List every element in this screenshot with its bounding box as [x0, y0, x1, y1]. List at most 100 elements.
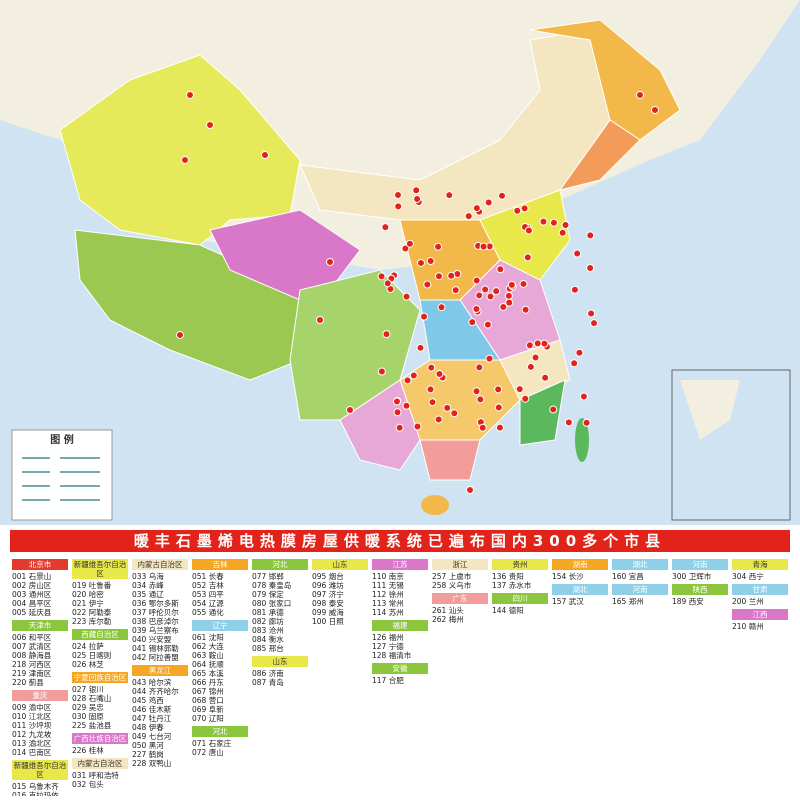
province-header: 安徽 — [372, 663, 428, 674]
province-header: 江苏 — [372, 559, 428, 570]
province-header: 陕西 — [672, 584, 728, 595]
city-item: 111 无锡 — [372, 581, 404, 590]
city-item: 062 大连 — [192, 642, 224, 651]
city-item: 037 呼伦贝尔 — [132, 608, 179, 617]
pin — [636, 91, 644, 99]
city-item: 083 沧州 — [252, 626, 284, 635]
pin — [540, 339, 549, 348]
pin — [413, 422, 422, 431]
pin — [420, 312, 429, 321]
region — [529, 19, 681, 141]
pin — [586, 231, 595, 240]
pin — [651, 106, 659, 114]
city-item: 026 林芝 — [72, 660, 104, 669]
pin — [523, 253, 532, 262]
region — [479, 189, 571, 281]
city-item: 080 张家口 — [252, 599, 292, 608]
province-header: 广东 — [432, 593, 488, 604]
pin — [426, 385, 435, 394]
city-item: 006 和平区 — [12, 633, 52, 642]
city-item: 030 固原 — [72, 712, 104, 721]
region — [519, 379, 566, 446]
pin — [377, 367, 386, 376]
city-item: 098 泰安 — [312, 599, 344, 608]
city-item: 300 卫辉市 — [672, 572, 712, 581]
pin — [513, 206, 522, 215]
city-item: 210 赣州 — [732, 622, 764, 631]
city-item: 085 邢台 — [252, 644, 284, 653]
pin — [447, 271, 456, 280]
pin — [479, 242, 488, 251]
pin — [499, 302, 508, 311]
city-item: 082 廊坊 — [252, 617, 284, 626]
city-item: 068 营口 — [192, 696, 224, 705]
city-item: 304 西宁 — [732, 572, 764, 581]
city-item: 001 石景山 — [12, 572, 52, 581]
city-item: 220 蓟县 — [12, 678, 44, 687]
city-item: 027 银川 — [72, 685, 104, 694]
city-item: 005 延庆县 — [12, 608, 52, 617]
list-column: 内蒙古自治区 033 乌海 034 赤峰 035 通辽 036 鄂尔多斯 037 呼伦贝尔… — [132, 556, 188, 796]
pin — [382, 330, 391, 339]
city-item: 069 阜新 — [192, 705, 224, 714]
city-item: 013 渝北区 — [12, 739, 52, 748]
pin — [437, 303, 446, 312]
pin — [475, 363, 484, 372]
city-item: 081 承德 — [252, 608, 284, 617]
province-header: 广西壮族自治区 — [72, 733, 128, 744]
city-item: 051 长春 — [192, 572, 224, 581]
pins — [176, 91, 659, 494]
legend-symbols — [22, 457, 100, 501]
pin — [549, 405, 558, 414]
city-item: 086 济南 — [252, 669, 284, 678]
city-item: 047 牡丹江 — [132, 714, 172, 723]
province-header: 四川 — [492, 593, 548, 604]
province-header: 新疆维吾尔自治区 — [72, 559, 128, 579]
city-item: 012 九龙坡 — [12, 730, 52, 739]
list-column: 北京市 001 石景山 002 房山区 003 通州区 004 昌平区 005 延庆县 天津… — [12, 556, 68, 796]
province-header: 河北 — [192, 726, 248, 737]
list-column: 贵州 136 贵阳 137 赤水市 四川 144 德阳 — [492, 556, 548, 796]
pin — [481, 285, 490, 294]
city-item: 226 桂林 — [72, 746, 104, 755]
pin — [428, 398, 437, 407]
pin — [466, 486, 474, 494]
city-item: 053 四平 — [192, 590, 224, 599]
province-header: 贵州 — [492, 559, 548, 570]
province-header: 内蒙古自治区 — [72, 758, 128, 769]
city-item: 160 宜昌 — [612, 572, 644, 581]
city-item: 024 拉萨 — [72, 642, 104, 651]
pin — [261, 151, 269, 159]
city-item: 014 巴南区 — [12, 748, 52, 757]
city-item: 114 苏州 — [372, 608, 404, 617]
pin — [434, 272, 443, 281]
island — [421, 495, 449, 515]
city-item: 079 保定 — [252, 590, 284, 599]
city-item: 022 阿勒泰 — [72, 608, 112, 617]
pin — [549, 218, 558, 227]
pin — [393, 408, 402, 417]
pin — [206, 121, 214, 129]
pin — [519, 279, 528, 288]
city-item: 127 宁德 — [372, 642, 404, 651]
list-column: 新疆维吾尔自治区 019 吐鲁番 020 哈密 021 伊宁 022 阿勒泰 223 库尔… — [72, 556, 128, 796]
city-item: 223 库尔勒 — [72, 617, 112, 626]
legend-title: 图 例 — [50, 433, 73, 446]
pin — [531, 353, 540, 362]
province-header: 宁夏回族自治区 — [72, 672, 128, 683]
city-item: 072 唐山 — [192, 748, 224, 757]
province-header: 福建 — [372, 620, 428, 631]
city-item: 034 赤峰 — [132, 581, 164, 590]
province-header: 江西 — [732, 609, 788, 620]
pin — [575, 348, 584, 357]
pin — [497, 191, 506, 200]
pin — [176, 331, 184, 339]
city-item: 043 哈尔滨 — [132, 678, 172, 687]
island — [575, 418, 589, 462]
pin — [521, 305, 530, 314]
pin — [525, 341, 534, 350]
list-column: 河南 300 卫辉市 陕西 189 西安 — [672, 556, 728, 796]
pin — [570, 359, 579, 368]
pin — [494, 385, 503, 394]
city-item: 067 锦州 — [192, 687, 224, 696]
